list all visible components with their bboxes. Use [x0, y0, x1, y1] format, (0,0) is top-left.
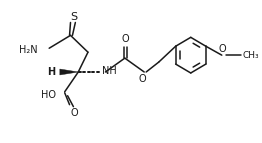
Text: NH: NH [102, 66, 116, 76]
Text: CH₃: CH₃ [242, 51, 259, 60]
Text: HO: HO [41, 90, 56, 100]
Text: O: O [122, 34, 130, 44]
Text: O: O [138, 74, 146, 84]
Text: O: O [70, 108, 78, 118]
Text: S: S [70, 12, 77, 22]
Polygon shape [60, 69, 78, 75]
Text: O: O [219, 44, 227, 54]
Text: H₂N: H₂N [19, 45, 37, 55]
Text: H: H [47, 67, 55, 77]
